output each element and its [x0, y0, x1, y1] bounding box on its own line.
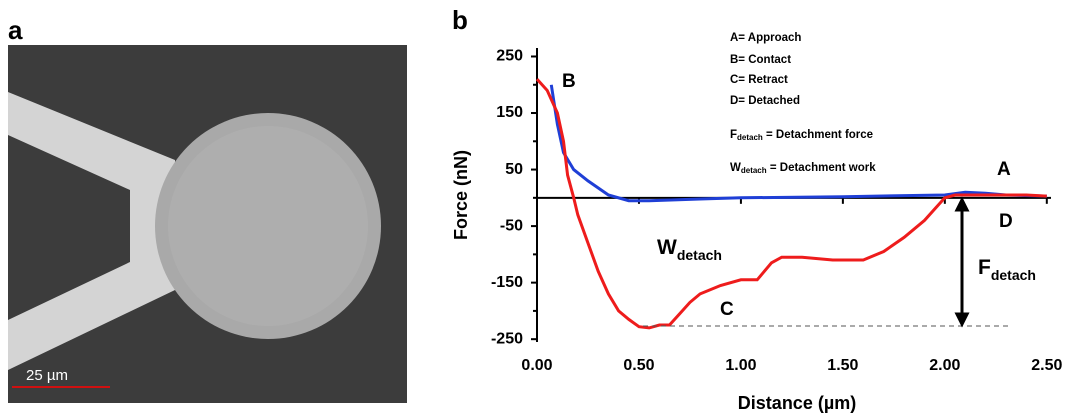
y-tick-label: 50 [505, 161, 523, 178]
note: D= Detached [730, 95, 800, 107]
y-axis-label: Force (nN) [451, 150, 471, 240]
definition: Wdetach = Detachment work [730, 162, 876, 175]
x-tick-label: 1.50 [827, 357, 858, 374]
point-label: C [720, 299, 734, 320]
y-tick-label: 250 [496, 48, 523, 65]
y-tick-label: -150 [491, 274, 523, 291]
x-tick-label: 0.50 [623, 357, 654, 374]
y-tick-label: -250 [491, 330, 523, 347]
scale-bar-label: 25 µm [26, 367, 68, 384]
y-tick-label: -50 [500, 217, 523, 234]
point-label: B [562, 71, 576, 92]
x-tick-label: 2.00 [929, 357, 960, 374]
x-tick-label: 1.00 [725, 357, 756, 374]
data-line [535, 78, 1047, 330]
x-tick-label: 0.00 [521, 357, 552, 374]
note: A= Approach [730, 32, 801, 44]
note: C= Retract [730, 74, 788, 86]
x-tick-label: 2.50 [1031, 357, 1062, 374]
force-label: Fdetach [978, 256, 1036, 283]
point-label: A [997, 159, 1011, 180]
x-axis-label: Distance (µm) [738, 393, 856, 413]
panel-label: a [8, 15, 23, 45]
work-label: Wdetach [657, 236, 722, 263]
panel-label: b [452, 5, 468, 35]
y-tick-label: 150 [496, 104, 523, 121]
note: B= Contact [730, 54, 791, 66]
data-line [549, 84, 1047, 203]
definition: Fdetach = Detachment force [730, 129, 873, 142]
point-label: D [999, 211, 1013, 232]
annotations: A= Approach B= Contact C= Retract D= Det… [562, 32, 1036, 328]
micrograph: 25 µm [8, 45, 407, 403]
plot: -250 -150 -50 50 150 250 0.00 0.50 1.00 1.50 2.00 2… [451, 48, 1063, 413]
